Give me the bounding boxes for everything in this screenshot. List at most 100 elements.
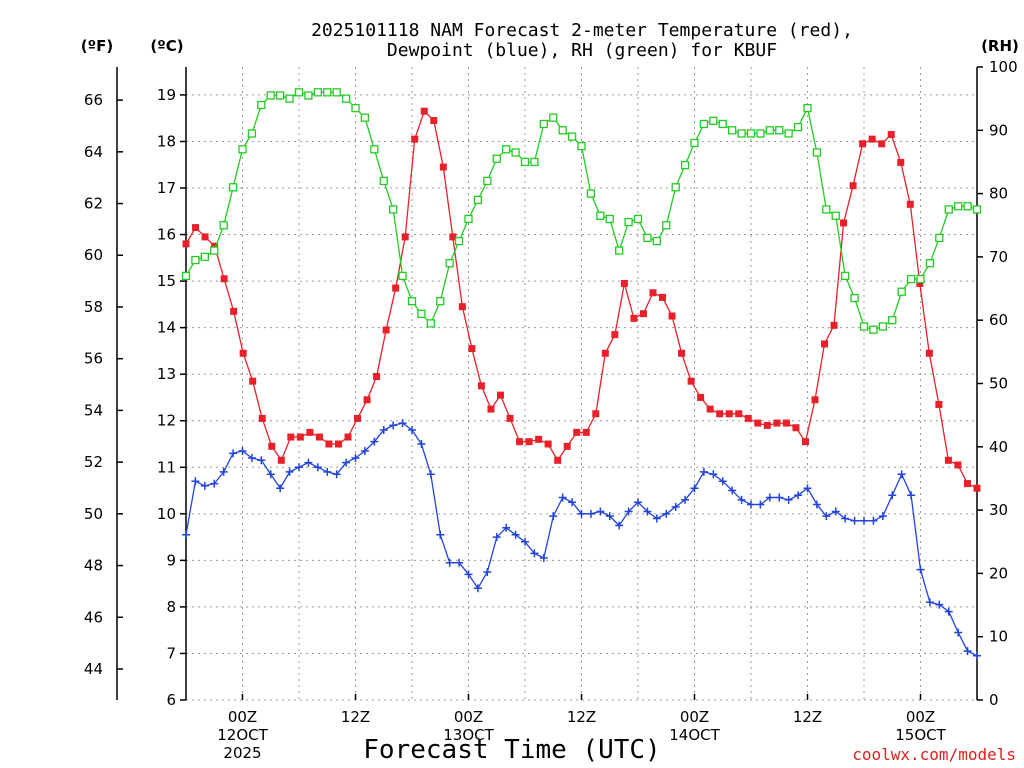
temperature-point: [230, 307, 238, 315]
temperature-point: [849, 182, 857, 190]
dewpoint-point: [379, 426, 388, 435]
dewpoint-point: [285, 467, 294, 476]
temperature-point: [649, 289, 657, 297]
rh-point: [577, 141, 586, 151]
rh-point: [370, 145, 379, 154]
dewpoint-point: [973, 651, 981, 660]
dewpoint-point: [897, 470, 906, 479]
celsius-tick-label: 10: [157, 505, 176, 523]
x-tick-year-label: 2025: [223, 744, 261, 762]
credit-text: coolwx.com/models: [852, 745, 1016, 764]
rh-point: [511, 148, 520, 157]
rh-point: [906, 274, 916, 284]
dewpoint-point: [257, 456, 266, 465]
rh-point: [972, 205, 982, 214]
x-tick-label: 12Z: [341, 708, 370, 726]
rh-point: [954, 202, 963, 211]
fahrenheit-tick-label: 56: [84, 350, 103, 368]
rh-point: [944, 205, 953, 214]
rh-point: [963, 202, 972, 211]
dewpoint-point: [483, 568, 492, 577]
rh-point: [530, 157, 539, 167]
temperature-point: [354, 414, 362, 422]
celsius-tick-label: 11: [157, 458, 176, 476]
temperature-point: [192, 224, 200, 232]
dewpoint-point: [304, 458, 313, 467]
temperature-point: [716, 410, 724, 418]
rh-point: [718, 119, 727, 129]
rh-point: [680, 160, 690, 170]
temperature-point: [878, 140, 886, 148]
rh-point: [417, 309, 426, 319]
temperature-point: [630, 314, 638, 322]
rh-tick-label: 100: [989, 58, 1018, 76]
dewpoint-point: [624, 507, 633, 516]
dewpoint-point: [605, 512, 614, 521]
dewpoint-point: [313, 463, 322, 472]
rh-point: [304, 91, 313, 100]
temperature-point: [697, 393, 705, 401]
dewpoint-point: [652, 514, 661, 523]
rh-point: [916, 274, 925, 284]
temperature-point: [506, 414, 514, 422]
temperature-point: [963, 480, 971, 488]
dewpoint-point: [643, 507, 652, 516]
temperature-point: [211, 242, 219, 250]
dewpoint-point: [869, 516, 878, 525]
rh-point: [765, 126, 774, 135]
dewpoint-point: [389, 421, 398, 430]
dewpoint-point: [200, 481, 209, 490]
rh-point: [605, 214, 614, 224]
rh-point: [662, 221, 671, 230]
rh-point: [841, 271, 850, 281]
dewpoint-point: [662, 509, 671, 518]
rh-point: [878, 322, 887, 331]
dewpoint-point: [182, 530, 190, 539]
rh-point: [671, 183, 680, 192]
temperature-point: [754, 419, 762, 427]
dewpoint-point: [521, 537, 529, 546]
rh-point: [398, 271, 407, 281]
dewpoint-point: [765, 493, 774, 502]
temperature-point: [868, 135, 876, 143]
rh-point: [238, 145, 247, 154]
celsius-tick-label: 14: [157, 319, 176, 337]
x-tick-label: 12Z: [793, 708, 822, 726]
temperature-point: [687, 377, 695, 385]
temperature-point: [201, 233, 209, 241]
dewpoint-point: [408, 426, 416, 435]
chart-title-line2: Dewpoint (blue), RH (green) for KBUF: [387, 40, 777, 61]
rh-unit-label: (RH): [981, 37, 1019, 55]
rh-point: [407, 297, 417, 306]
rh-point: [389, 205, 398, 214]
dewpoint-point: [464, 570, 473, 579]
rh-point: [351, 103, 360, 113]
dewpoint-point: [558, 493, 567, 502]
rh-point: [699, 119, 709, 129]
rh-point: [888, 316, 897, 325]
rh-point: [596, 211, 605, 220]
rh-point: [803, 103, 812, 113]
temperature-point: [725, 410, 733, 418]
rh-tick-label: 40: [989, 438, 1008, 456]
rh-point: [831, 211, 840, 220]
dewpoint-point: [634, 498, 642, 507]
dewpoint-point: [229, 449, 238, 458]
rh-point: [586, 189, 596, 198]
rh-point: [784, 129, 793, 138]
rh-tick-label: 0: [989, 691, 999, 709]
x-tick-label: 00Z: [906, 708, 935, 726]
temperature-point: [563, 442, 571, 450]
rh-point: [276, 91, 285, 100]
temperature-point: [573, 428, 581, 436]
dewpoint-point: [671, 502, 680, 511]
temperature-point: [268, 442, 276, 450]
temperature-point: [458, 303, 466, 311]
dewpoint-point: [210, 479, 219, 488]
dewpoint-point: [709, 470, 718, 479]
celsius-tick-label: 13: [157, 365, 176, 383]
rh-point: [549, 113, 558, 122]
dewpoint-point: [747, 500, 755, 509]
celsius-tick-label: 19: [157, 86, 176, 104]
